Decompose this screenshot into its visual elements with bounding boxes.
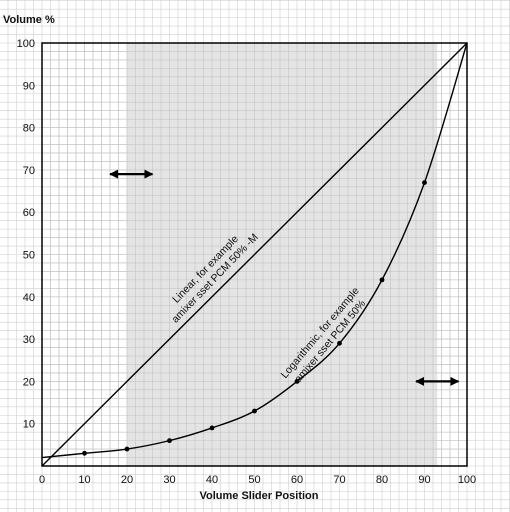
logarithmic-point [337, 340, 342, 346]
logarithmic-point [82, 450, 87, 456]
y-tick-label: 10 [23, 419, 35, 431]
logarithmic-point [252, 408, 257, 414]
x-tick-label: 60 [291, 474, 303, 486]
x-tick-label: 20 [121, 474, 133, 486]
y-tick-label: 30 [23, 334, 35, 346]
x-tick-label: 70 [333, 474, 345, 486]
logarithmic-point [422, 180, 427, 185]
linear-curve [41, 42, 468, 467]
logarithmic-point [379, 277, 385, 283]
y-tick-label: 100 [17, 38, 35, 50]
tick-labels: 0 10 20 30 40 50 60 70 80 90 100 10 20 30 40 50 60 70 80 90… [17, 38, 477, 486]
y-axis-title: Volume % [3, 14, 55, 26]
y-tick-label: 80 [23, 123, 35, 135]
x-tick-label: 0 [39, 474, 45, 486]
logarithmic-point [209, 425, 215, 431]
x-tick-label: 90 [418, 474, 430, 486]
logarithmic-curve [41, 42, 468, 459]
x-tick-label: 80 [376, 474, 388, 486]
markers-layer [82, 180, 427, 456]
y-tick-label: 20 [23, 376, 35, 388]
x-tick-label: 10 [78, 474, 90, 486]
logarithmic-point [124, 446, 130, 452]
x-tick-label: 100 [458, 474, 476, 486]
y-tick-label: 70 [23, 165, 35, 177]
plot-area-frame [41, 42, 468, 467]
x-tick-label: 50 [248, 474, 260, 486]
arrows-layer [109, 169, 460, 386]
y-tick-label: 40 [23, 292, 35, 304]
x-axis-title: Volume Slider Position [200, 490, 319, 502]
y-tick-label: 90 [23, 80, 35, 92]
x-tick-label: 40 [206, 474, 218, 486]
minor-grid [41, 42, 468, 467]
y-tick-label: 60 [23, 207, 35, 219]
logarithmic-point [167, 438, 172, 444]
y-tick-label: 50 [23, 250, 35, 262]
x-tick-label: 30 [163, 474, 175, 486]
logarithmic-point [294, 379, 300, 384]
series-layer [41, 42, 468, 467]
